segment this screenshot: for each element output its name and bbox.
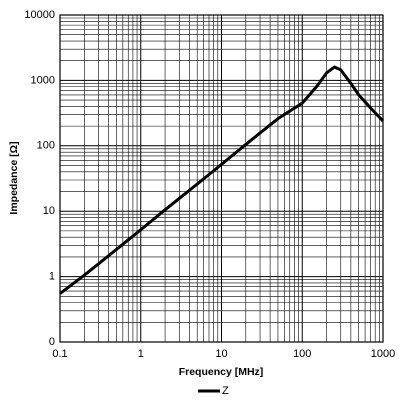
y-tick-label: 100 [37, 140, 55, 152]
x-tick-label: 10 [215, 348, 227, 360]
y-tick-label: 0 [49, 336, 55, 348]
legend-label: Z [222, 385, 229, 397]
plot-frame [59, 14, 384, 343]
x-tick-label: 0.1 [52, 348, 67, 360]
x-tick-label: 1 [138, 348, 144, 360]
series-line [59, 65, 385, 295]
x-axis-label: Frequency [MHz] [179, 366, 264, 378]
y-tick-label: 1000 [31, 74, 55, 86]
y-tick-label: 10000 [24, 9, 55, 21]
y-tick-label: 1 [49, 271, 55, 283]
x-tick-label: 1000 [371, 348, 395, 360]
x-tick-label: 100 [293, 348, 311, 360]
y-tick-label: 10 [43, 205, 55, 217]
y-axis-label: Impedance [Ω] [8, 141, 20, 214]
